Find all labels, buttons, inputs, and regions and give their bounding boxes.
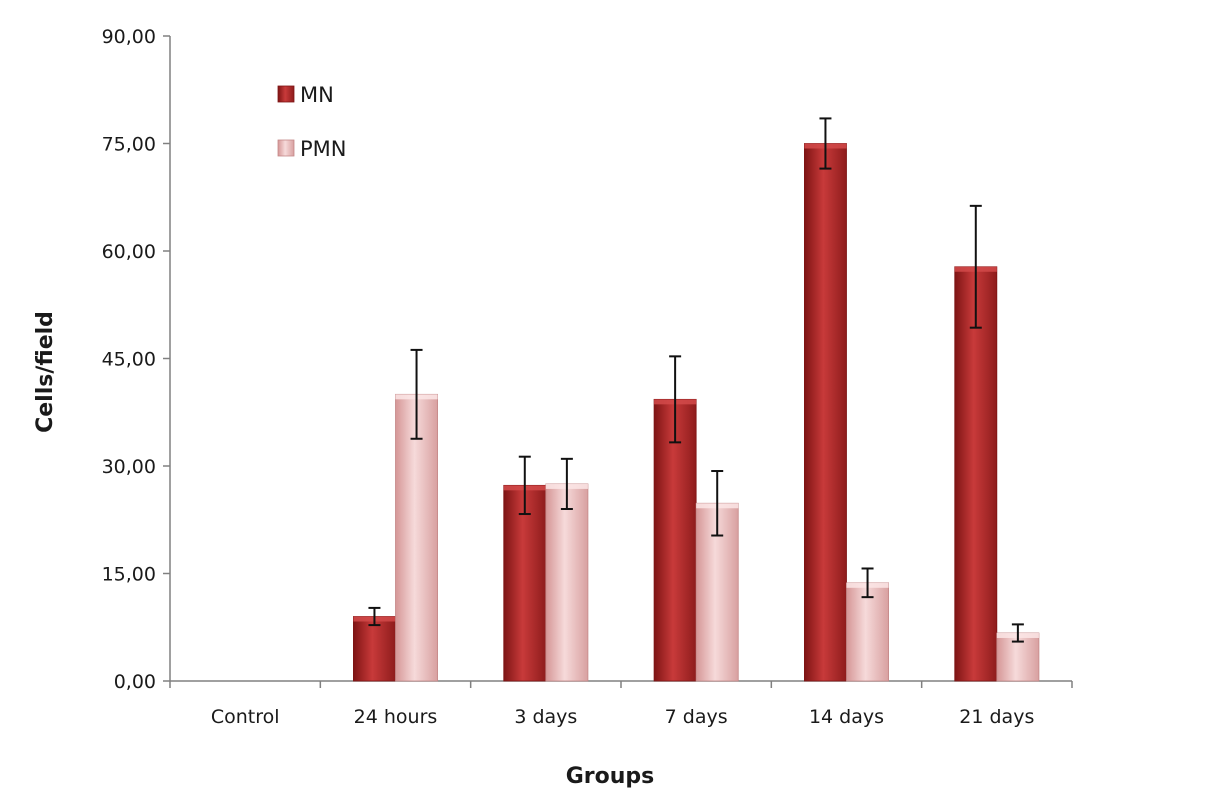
- bar-mn-2: [503, 484, 547, 682]
- y-tick-label: 90,00: [102, 26, 156, 48]
- y-tick-label: 0,00: [114, 671, 156, 693]
- bar-pmn-2: [545, 483, 589, 682]
- legend-swatch-pmn: [277, 139, 295, 157]
- x-tick-label: 14 days: [809, 706, 884, 728]
- x-tick-label: 3 days: [514, 706, 577, 728]
- x-tick-label: 24 hours: [354, 706, 438, 728]
- bar-mn-1: [353, 616, 396, 682]
- bar-mn-5: [954, 266, 998, 682]
- x-tick-label: 21 days: [959, 706, 1034, 728]
- bar-mn-4: [804, 143, 847, 682]
- bar-mn-3: [653, 398, 697, 682]
- y-tick-label: 30,00: [102, 456, 156, 478]
- y-tick-label: 75,00: [102, 134, 156, 156]
- bars-group: [353, 143, 1040, 682]
- x-tick-label: Control: [211, 706, 280, 728]
- x-axis: Control 24 hours 3 days 7 days 14 days 21 day…: [169, 680, 1073, 728]
- legend: MN PMN: [277, 83, 347, 161]
- legend-label-pmn: PMN: [300, 137, 347, 161]
- y-tick-label: 15,00: [102, 564, 156, 586]
- legend-label-mn: MN: [300, 83, 334, 107]
- legend-swatch-mn: [277, 85, 295, 103]
- y-axis: 0,00 15,00 30,00 45,00 60,00 75,00 90,00: [102, 26, 171, 693]
- y-tick-label: 60,00: [102, 241, 156, 263]
- y-axis-title: Cells/field: [33, 311, 58, 433]
- bar-pmn-1: [395, 393, 438, 682]
- x-tick-label: 7 days: [665, 706, 728, 728]
- error-bars-group: [368, 117, 1024, 643]
- x-axis-title: Groups: [566, 764, 655, 789]
- y-tick-label: 45,00: [102, 349, 156, 371]
